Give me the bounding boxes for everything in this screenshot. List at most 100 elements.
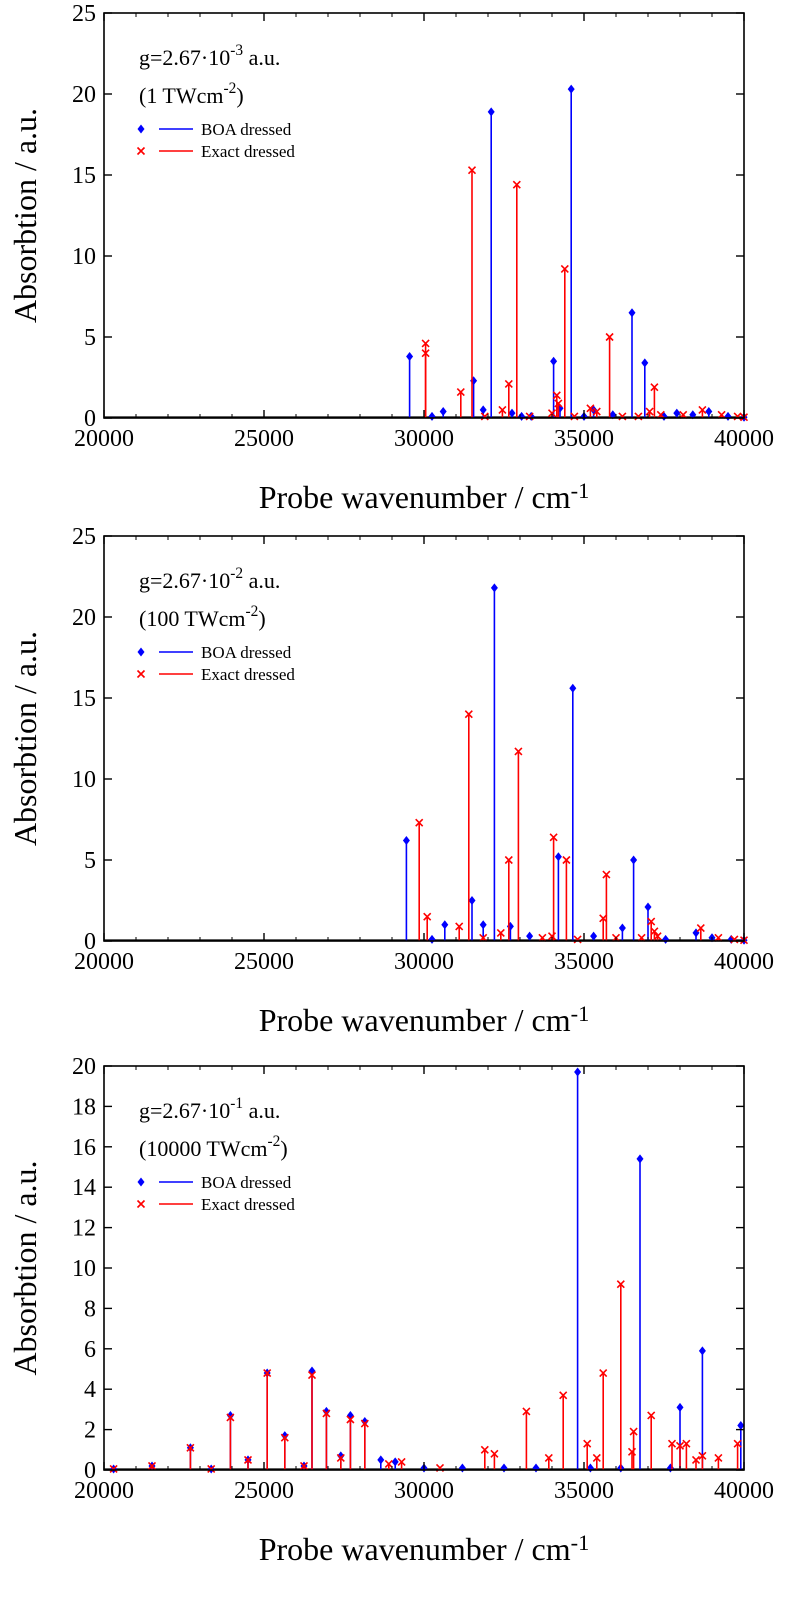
data-point-x <box>544 1453 553 1462</box>
data-point-x <box>682 1439 691 1448</box>
y-tick-label: 14 <box>72 1175 96 1201</box>
x-axis-label-sup: -1 <box>571 1530 590 1555</box>
data-point-x <box>415 818 424 827</box>
legend-boa-label: BOA dressed <box>201 1173 292 1192</box>
y-tick-label: 5 <box>84 325 96 351</box>
data-point-x <box>618 412 627 421</box>
data-point-diamond <box>402 836 410 846</box>
data-point-diamond <box>377 1455 385 1465</box>
data-point-x <box>421 339 430 348</box>
field-strength-label-post: a.u. <box>243 1098 280 1123</box>
data-point-diamond <box>618 923 626 933</box>
field-strength-label-sup: -1 <box>230 1095 243 1112</box>
data-point-diamond <box>518 411 526 421</box>
field-strength-label: g=2.67·10-3 a.u. <box>139 42 280 70</box>
data-point-x <box>109 1464 118 1474</box>
data-point-diamond <box>479 920 487 930</box>
x-axis-label: Probe wavenumber / cm-1 <box>259 478 590 515</box>
data-point-x <box>698 405 707 414</box>
data-point-x <box>656 410 665 419</box>
x-tick-label: 30000 <box>394 426 454 452</box>
field-strength-label: g=2.67·10-1 a.u. <box>139 1095 280 1123</box>
intensity-label-post: ) <box>258 606 265 631</box>
data-point-diamond <box>487 107 495 117</box>
data-point-diamond <box>666 1463 674 1473</box>
data-point-x <box>573 935 582 944</box>
legend-exact-label: Exact dressed <box>201 1195 295 1214</box>
data-point-diamond <box>490 583 498 593</box>
x-axis-label-sup: -1 <box>571 478 590 503</box>
x-tick-label: 25000 <box>234 1478 294 1504</box>
legend: BOA dressed Exact dressed <box>136 1173 295 1214</box>
y-tick-label: 6 <box>84 1337 96 1363</box>
data-point-x <box>616 1280 625 1289</box>
x-axis-label: Probe wavenumber / cm-1 <box>259 1530 590 1567</box>
field-strength-label-post: a.u. <box>243 45 280 70</box>
data-point-x <box>522 1407 531 1416</box>
data-point-x <box>733 412 742 421</box>
data-point-diamond <box>506 921 514 931</box>
x-axis-label-main: Probe wavenumber / cm <box>259 1531 571 1567</box>
y-tick-label: 0 <box>84 406 96 432</box>
data-point-x <box>592 1453 601 1462</box>
data-point-x <box>605 332 614 342</box>
data-point-diamond <box>428 934 436 944</box>
x-tick-label: 30000 <box>394 949 454 975</box>
data-point-x <box>691 1455 701 1464</box>
y-tick-label: 10 <box>72 244 96 270</box>
y-axis-label: Absorbtion / a.u. <box>7 631 43 846</box>
data-point-diamond <box>439 407 447 417</box>
x-tick-label: 20000 <box>74 949 134 975</box>
data-point-x <box>514 747 523 756</box>
field-strength-label-post: a.u. <box>243 568 280 593</box>
x-tick-label: 30000 <box>394 1478 454 1504</box>
data-point-x <box>679 410 688 419</box>
legend-exact-label: Exact dressed <box>201 142 295 161</box>
legend-exact-label: Exact dressed <box>201 665 295 684</box>
data-point-x <box>714 1453 723 1462</box>
plot-frame <box>103 535 745 942</box>
data-point-x <box>714 933 723 942</box>
data-point-x <box>733 1439 742 1448</box>
data-point-x <box>647 1411 656 1420</box>
data-point-diamond <box>337 1451 345 1461</box>
y-tick-label: 25 <box>72 1 96 27</box>
data-point-x <box>299 1461 309 1471</box>
y-tick-label: 16 <box>72 1135 96 1161</box>
data-point-x <box>592 407 601 416</box>
y-tick-label: 10 <box>72 767 96 793</box>
data-point-diamond <box>673 408 681 418</box>
data-point-diamond <box>705 407 713 417</box>
field-strength-label: g=2.67·10-2 a.u. <box>139 565 280 593</box>
data-point-x <box>360 1419 369 1428</box>
legend: BOA dressed Exact dressed <box>136 643 295 684</box>
legend-diamond-marker <box>137 124 145 134</box>
data-point-x <box>280 1433 289 1442</box>
data-point-diamond <box>698 1346 706 1356</box>
x-tick-label: 35000 <box>554 1478 614 1504</box>
x-tick-label: 25000 <box>234 426 294 452</box>
data-point-diamond <box>500 1463 508 1473</box>
intensity-label-sup: -2 <box>268 1133 281 1150</box>
y-tick-label: 25 <box>72 524 96 550</box>
field-strength-label-main: g=2.67·10 <box>139 568 230 593</box>
data-point-x <box>421 349 430 358</box>
data-point-x <box>336 1453 345 1462</box>
data-point-diamond <box>428 411 436 421</box>
x-tick-label: 20000 <box>74 1478 134 1504</box>
data-point-diamond <box>554 852 562 862</box>
data-point-diamond <box>574 1067 582 1077</box>
legend-x-marker <box>136 1199 146 1209</box>
data-point-x <box>645 407 654 416</box>
data-point-x <box>599 914 608 923</box>
legend: BOA dressed Exact dressed <box>136 120 295 161</box>
legend-x-marker <box>136 146 146 156</box>
data-point-x <box>647 917 656 926</box>
panel-1: 20000 25000 30000 35000 40000 0 5 10 15 20 25 Probe… <box>7 1 774 515</box>
data-point-x <box>455 922 464 931</box>
data-point-x <box>599 1368 608 1378</box>
series-boa <box>402 583 748 945</box>
data-point-diamond <box>226 1410 234 1420</box>
legend-diamond-marker <box>137 647 145 657</box>
